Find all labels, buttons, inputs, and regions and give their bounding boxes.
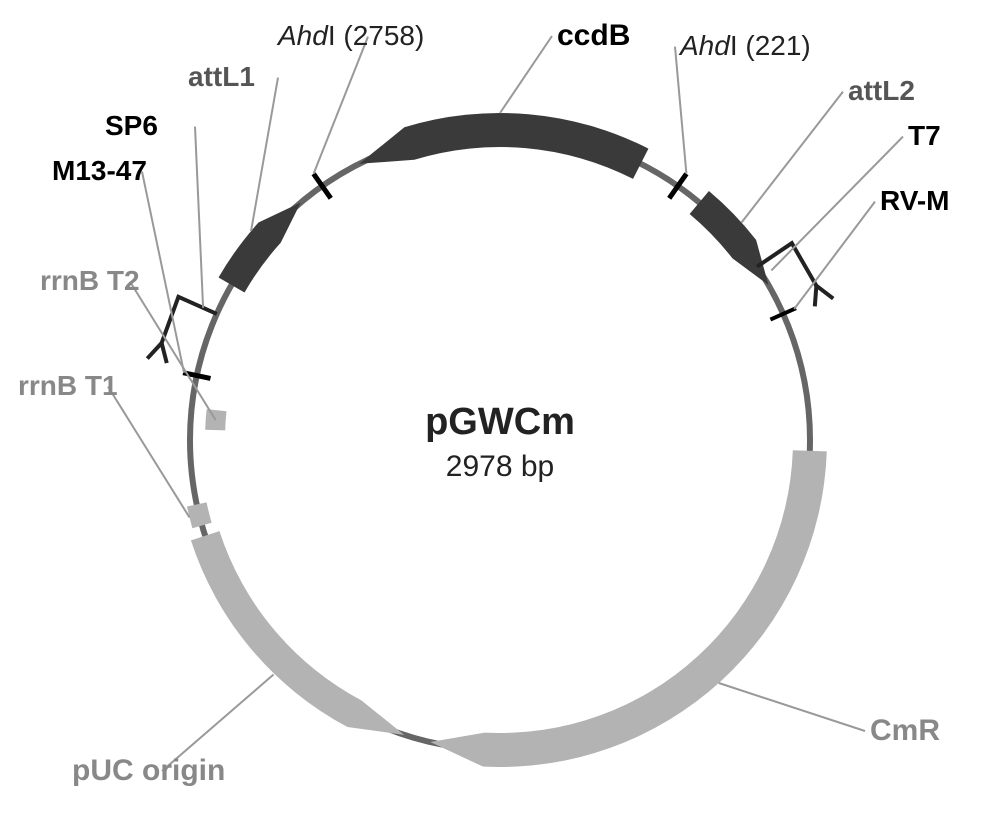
label-rrnBT1: rrnB T1 (18, 370, 118, 401)
feature-CmR (430, 450, 827, 767)
leader-CmR (719, 683, 865, 731)
feature-rrnBT1 (187, 502, 212, 528)
label-AhdI_2758: AhdI (2758) (276, 20, 424, 51)
promoter-SP6 (147, 297, 217, 363)
label-attL1: attL1 (188, 61, 255, 92)
leader-AhdI_221 (675, 47, 686, 174)
label-RV_M: RV-M (880, 185, 950, 216)
plasmid-name: pGWCm (425, 401, 575, 443)
feature-pUCori (191, 531, 404, 735)
feature-ccdB (359, 113, 648, 179)
label-M13_47: M13-47 (52, 155, 147, 186)
label-CmR: CmR (870, 714, 940, 747)
leader-RV_M (794, 202, 875, 309)
plasmid-size: 2978 bp (446, 450, 554, 483)
label-rrnBT2: rrnB T2 (40, 265, 140, 296)
leader-rrnBT1 (108, 387, 190, 518)
leader-AhdI_2758 (314, 37, 368, 174)
site-AhdI_221 (669, 174, 686, 199)
label-pUCori: pUC origin (72, 754, 225, 787)
leader-attL2 (742, 92, 843, 223)
label-T7: T7 (908, 120, 941, 151)
label-SP6: SP6 (105, 110, 158, 141)
plasmid-map: ccdB AhdI (2758) AhdI (221) attL1 attL2 SP6 T7… (0, 0, 1000, 832)
label-AhdI_221: AhdI (221) (678, 30, 811, 61)
leader-ccdB (500, 36, 552, 113)
site-AhdI_2758 (314, 174, 331, 199)
promoter-T7 (757, 243, 833, 306)
label-attL2: attL2 (848, 75, 915, 106)
label-ccdB: ccdB (557, 19, 630, 52)
leader-attL1 (251, 78, 278, 231)
leader-SP6 (195, 127, 203, 308)
feature-attL1 (219, 203, 301, 293)
feature-attL2 (690, 191, 769, 285)
